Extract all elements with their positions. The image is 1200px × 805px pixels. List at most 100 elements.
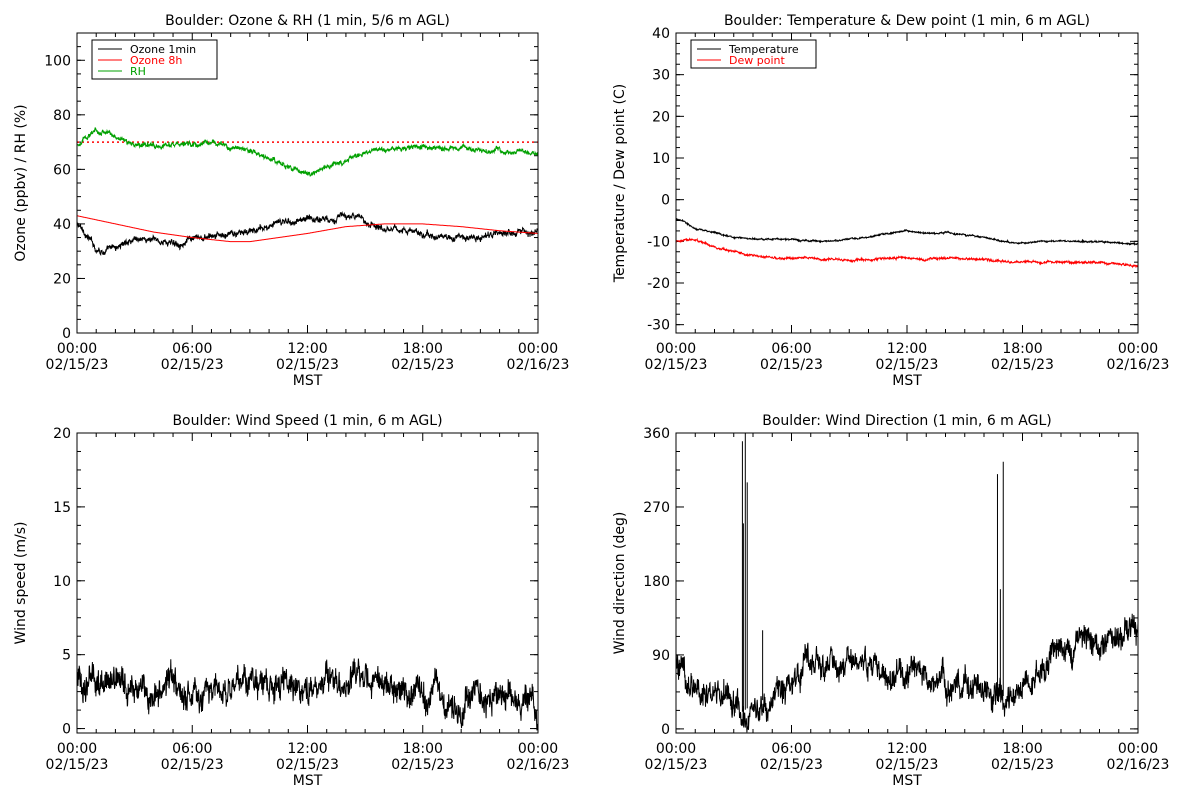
series-group — [77, 658, 538, 731]
wind-direction-panel: Boulder: Wind Direction (1 min, 6 m AGL)… — [612, 413, 1169, 789]
y-tick-label: 20 — [53, 426, 71, 442]
series-line — [676, 237, 1138, 269]
plot-frame — [76, 32, 539, 334]
y-axis-label: Temperature / Dew point (C) — [612, 84, 628, 283]
y-tick-label: 180 — [643, 574, 670, 590]
series-line — [77, 215, 538, 243]
legend-label: Ozone 1min — [130, 43, 196, 56]
x-tick-time-label: 00:00 — [656, 741, 696, 757]
x-axis-label: MST — [892, 373, 922, 389]
x-tick-date-label: 02/15/23 — [645, 357, 708, 373]
y-tick-label: 60 — [53, 162, 71, 178]
y-tick-label: 20 — [652, 109, 670, 125]
x-tick-date-label: 02/16/23 — [1107, 357, 1170, 373]
legend-box — [690, 39, 817, 69]
chart-title: Boulder: Ozone & RH (1 min, 5/6 m AGL) — [165, 13, 450, 29]
legend-label: Temperature — [728, 43, 799, 56]
series-line — [676, 613, 1138, 733]
x-tick-date-label: 02/15/23 — [645, 757, 708, 773]
y-tick-label: 40 — [652, 26, 670, 42]
x-tick-date-label: 02/15/23 — [991, 357, 1054, 373]
x-tick-date-label: 02/15/23 — [161, 757, 224, 773]
x-tick-date-label: 02/15/23 — [276, 757, 339, 773]
y-tick-label: 5 — [62, 648, 71, 664]
x-tick-time-label: 06:00 — [172, 741, 212, 757]
chart-title: Boulder: Wind Speed (1 min, 6 m AGL) — [172, 413, 442, 429]
series-group — [676, 218, 1138, 269]
x-tick-time-label: 06:00 — [771, 341, 811, 357]
x-tick-date-label: 02/15/23 — [760, 757, 823, 773]
plot-frame — [675, 432, 1139, 734]
x-tick-time-label: 00:00 — [518, 741, 558, 757]
x-tick-date-label: 02/16/23 — [507, 757, 570, 773]
x-tick-time-label: 12:00 — [887, 341, 927, 357]
legend-label: RH — [130, 65, 146, 78]
x-axis-label: MST — [892, 773, 922, 789]
y-tick-label: 90 — [652, 648, 670, 664]
y-tick-label: 10 — [53, 574, 71, 590]
series-group — [676, 433, 1138, 733]
x-tick-date-label: 02/16/23 — [1107, 757, 1170, 773]
y-tick-label: 0 — [661, 722, 670, 738]
x-tick-time-label: 18:00 — [403, 741, 443, 757]
y-tick-label: 10 — [652, 151, 670, 167]
y-tick-label: -10 — [647, 234, 670, 250]
x-tick-time-label: 00:00 — [1118, 341, 1158, 357]
x-tick-time-label: 06:00 — [771, 741, 811, 757]
y-tick-label: 30 — [652, 68, 670, 84]
x-tick-time-label: 00:00 — [57, 741, 97, 757]
y-tick-label: 0 — [661, 193, 670, 209]
x-tick-date-label: 02/15/23 — [46, 757, 109, 773]
x-tick-time-label: 18:00 — [1002, 341, 1042, 357]
x-axis-label: MST — [293, 773, 323, 789]
x-tick-date-label: 02/15/23 — [391, 757, 454, 773]
series-group — [77, 127, 538, 256]
x-tick-date-label: 02/15/23 — [46, 357, 109, 373]
x-tick-time-label: 18:00 — [403, 341, 443, 357]
chart-title: Boulder: Wind Direction (1 min, 6 m AGL) — [762, 413, 1051, 429]
y-axis-label: Wind direction (deg) — [612, 512, 628, 655]
x-tick-time-label: 00:00 — [1118, 741, 1158, 757]
y-tick-label: 80 — [53, 108, 71, 124]
series-line — [77, 127, 538, 177]
series-line — [77, 658, 538, 731]
legend-label: Dew point — [729, 54, 785, 67]
chart-title: Boulder: Temperature & Dew point (1 min,… — [724, 13, 1090, 29]
y-axis-label: Wind speed (m/s) — [13, 522, 29, 645]
y-axis-label: Ozone (ppbv) / RH (%) — [13, 104, 29, 261]
x-tick-time-label: 12:00 — [287, 741, 327, 757]
y-tick-label: -30 — [647, 318, 670, 334]
x-tick-time-label: 12:00 — [287, 341, 327, 357]
y-tick-label: 0 — [62, 722, 71, 738]
x-tick-time-label: 06:00 — [172, 341, 212, 357]
ozone-rh-panel: Boulder: Ozone & RH (1 min, 5/6 m AGL)02… — [13, 13, 569, 389]
plot-frame — [76, 432, 539, 734]
y-tick-label: 0 — [62, 326, 71, 342]
y-tick-label: 270 — [643, 500, 670, 516]
x-tick-time-label: 00:00 — [518, 341, 558, 357]
y-tick-label: 360 — [643, 426, 670, 442]
x-tick-date-label: 02/15/23 — [276, 357, 339, 373]
y-tick-label: 20 — [53, 271, 71, 287]
plot-frame — [675, 32, 1139, 334]
x-tick-date-label: 02/15/23 — [876, 757, 939, 773]
y-tick-label: -20 — [647, 276, 670, 292]
x-tick-date-label: 02/15/23 — [161, 357, 224, 373]
legend-label: Ozone 8h — [130, 54, 182, 67]
x-tick-time-label: 12:00 — [887, 741, 927, 757]
x-tick-date-label: 02/15/23 — [991, 757, 1054, 773]
x-tick-time-label: 18:00 — [1002, 741, 1042, 757]
series-line — [676, 218, 1138, 247]
y-tick-label: 100 — [44, 53, 71, 69]
x-tick-date-label: 02/15/23 — [876, 357, 939, 373]
y-tick-label: 40 — [53, 217, 71, 233]
temperature-dewpoint-panel: Boulder: Temperature & Dew point (1 min,… — [612, 13, 1169, 389]
wind-speed-panel: Boulder: Wind Speed (1 min, 6 m AGL) 0 5 10… — [13, 413, 569, 789]
series-line — [77, 210, 538, 256]
y-tick-label: 15 — [53, 500, 71, 516]
x-axis-label: MST — [293, 373, 323, 389]
x-tick-date-label: 02/15/23 — [391, 357, 454, 373]
x-tick-date-label: 02/16/23 — [507, 357, 570, 373]
